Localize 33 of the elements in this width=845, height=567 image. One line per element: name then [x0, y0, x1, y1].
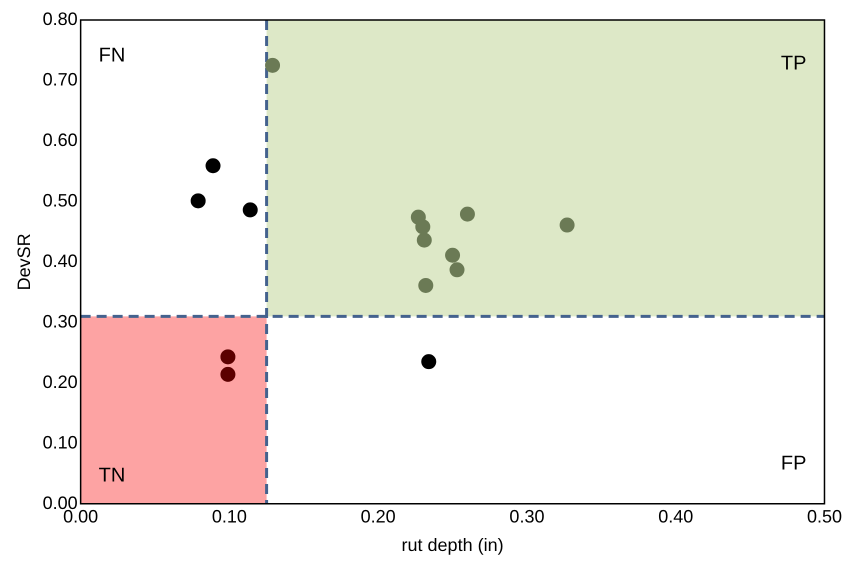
x-tick-label: 0.20 [360, 506, 396, 527]
annotation: TP [780, 52, 806, 75]
y-tick-label: 0.80 [42, 8, 78, 29]
annotation: FN [98, 44, 126, 67]
y-tick-label: 0.20 [42, 372, 78, 392]
y-tick-label: 0.70 [42, 69, 78, 90]
point [220, 349, 236, 364]
point [265, 58, 280, 73]
x-tick-label: 0.50 [806, 506, 842, 527]
point [416, 232, 432, 248]
x-tick-label: 0.10 [212, 506, 247, 527]
point [421, 354, 436, 370]
point [242, 202, 258, 218]
point [560, 218, 575, 233]
point [460, 206, 475, 222]
point [450, 262, 465, 278]
point [206, 158, 221, 174]
y-tick-label: 0.50 [42, 190, 78, 210]
y-tick-label: 0.40 [42, 250, 78, 271]
y-axis-title: DevSR [14, 233, 34, 290]
x-axis-title: rut depth (in) [402, 535, 504, 556]
point [415, 219, 430, 234]
point [190, 193, 206, 208]
annotation: FP [780, 452, 806, 474]
x-tick-label: 0.40 [658, 506, 694, 527]
y-tick-label: 0.60 [42, 130, 78, 150]
point [220, 366, 236, 382]
annotation: TN [98, 464, 126, 486]
point [445, 248, 460, 263]
y-tick-label: 0.30 [42, 311, 78, 332]
y-tick-label: 0.10 [42, 432, 78, 452]
point [418, 278, 434, 293]
x-tick-label: 0.30 [509, 506, 544, 527]
